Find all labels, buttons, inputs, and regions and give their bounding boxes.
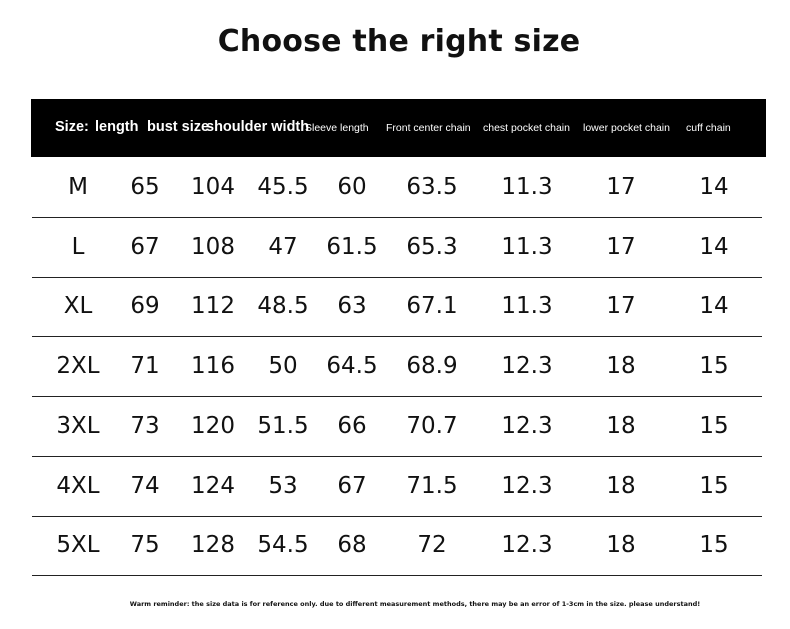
size-label: XL	[63, 293, 93, 320]
warm-reminder: Warm reminder: the size data is for refe…	[129, 600, 701, 608]
table-cell: 63	[337, 293, 367, 320]
table-cell: 120	[191, 412, 235, 439]
table-row: L 67 108 47 61.5 65.3 11.3 17 14	[32, 217, 762, 278]
table-cell: 65	[130, 174, 160, 200]
size-label: L	[71, 233, 85, 260]
table-cell: 18	[606, 353, 636, 380]
table-cell: 73	[130, 412, 160, 439]
table-cell: 69	[130, 293, 160, 320]
table-cell: 53	[268, 472, 298, 499]
table-cell: 15	[699, 412, 729, 439]
table-cell: 47	[268, 233, 298, 260]
table-cell: 14	[699, 174, 729, 200]
column-header: shoulder width	[206, 119, 310, 135]
table-cell: 108	[191, 233, 235, 260]
table-row: XL 69 112 48.5 63 67.1 11.3 17 14	[32, 276, 762, 338]
size-label: 5XL	[56, 532, 100, 559]
table-cell: 17	[606, 293, 636, 320]
table-cell: 124	[191, 472, 235, 499]
size-label: M	[68, 174, 88, 200]
size-label: 3XL	[56, 412, 100, 439]
table-cell: 71.5	[406, 472, 458, 499]
table-cell: 65.3	[406, 233, 458, 260]
table-cell: 67	[130, 233, 160, 260]
table-cell: 14	[699, 233, 729, 260]
column-header: Front center chain	[386, 122, 471, 134]
table-cell: 18	[606, 472, 636, 499]
column-header: cuff chain	[686, 122, 731, 134]
table-cell: 61.5	[326, 233, 378, 260]
table-cell: 17	[606, 233, 636, 260]
table-cell: 18	[606, 412, 636, 439]
table-cell: 54.5	[257, 532, 309, 559]
table-cell: 116	[191, 353, 235, 380]
table-cell: 66	[337, 412, 367, 439]
column-header: bust size	[147, 119, 210, 135]
table-cell: 67	[337, 472, 367, 499]
table-cell: 45.5	[257, 174, 309, 200]
table-cell: 15	[699, 532, 729, 559]
table-cell: 14	[699, 293, 729, 320]
table-cell: 72	[417, 532, 447, 559]
column-header: chest pocket chain	[483, 122, 570, 134]
table-cell: 64.5	[326, 353, 378, 380]
page-title: Choose the right size	[217, 24, 581, 59]
table-cell: 104	[191, 174, 235, 200]
table-cell: 71	[130, 353, 160, 380]
table-cell: 68.9	[406, 353, 458, 380]
column-header: Size:	[55, 119, 89, 135]
column-header: length	[95, 119, 139, 135]
table-cell: 74	[130, 472, 160, 499]
table-header: Size: length bust size shoulder width Sleeve…	[31, 99, 766, 157]
table-cell: 51.5	[257, 412, 309, 439]
table-cell: 128	[191, 532, 235, 559]
table-row: 2XL 71 116 50 64.5 68.9 12.3 18 15	[32, 336, 762, 398]
table-cell: 50	[268, 353, 298, 380]
table-cell: 68	[337, 532, 367, 559]
table-cell: 17	[606, 174, 636, 200]
table-cell: 75	[130, 532, 160, 559]
table-cell: 70.7	[406, 412, 458, 439]
table-cell: 11.3	[501, 293, 553, 320]
table-row: 4XL 74 124 53 67 71.5 12.3 18 15	[32, 456, 762, 517]
size-label: 4XL	[56, 472, 100, 499]
table-cell: 15	[699, 472, 729, 499]
table-cell: 18	[606, 532, 636, 559]
table-cell: 15	[699, 353, 729, 380]
table-row: M 65 104 45.5 60 63.5 11.3 17 14	[32, 157, 762, 218]
table-cell: 12.3	[501, 472, 553, 499]
table-cell: 60	[337, 174, 367, 200]
table-cell: 11.3	[501, 233, 553, 260]
table-cell: 11.3	[501, 174, 553, 200]
size-label: 2XL	[56, 353, 100, 380]
table-cell: 112	[191, 293, 235, 320]
table-cell: 48.5	[257, 293, 309, 320]
table-cell: 12.3	[501, 353, 553, 380]
column-header: lower pocket chain	[583, 122, 670, 134]
table-cell: 67.1	[406, 293, 458, 320]
table-row: 5XL 75 128 54.5 68 72 12.3 18 15	[32, 515, 762, 577]
column-header: Sleeve length	[305, 122, 369, 134]
table-cell: 12.3	[501, 532, 553, 559]
table-cell: 12.3	[501, 412, 553, 439]
table-row: 3XL 73 120 51.5 66 70.7 12.3 18 15	[32, 396, 762, 457]
table-cell: 63.5	[406, 174, 458, 200]
